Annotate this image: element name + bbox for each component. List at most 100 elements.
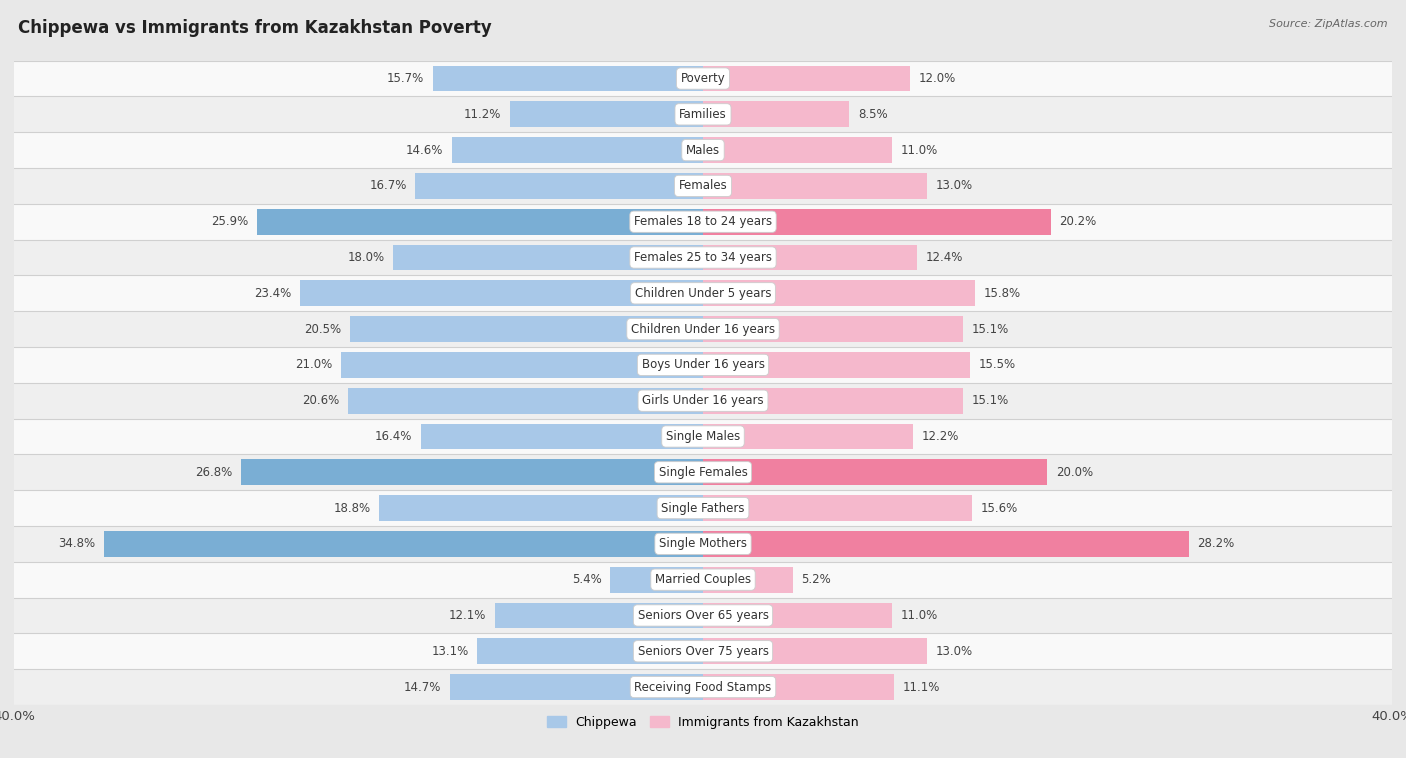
Text: 20.2%: 20.2% bbox=[1060, 215, 1097, 228]
Bar bbox=[703, 674, 894, 700]
Text: Females 18 to 24 years: Females 18 to 24 years bbox=[634, 215, 772, 228]
Text: Children Under 16 years: Children Under 16 years bbox=[631, 323, 775, 336]
Text: 15.5%: 15.5% bbox=[979, 359, 1015, 371]
Bar bbox=[14, 597, 1392, 634]
Bar bbox=[349, 388, 703, 414]
Text: Single Mothers: Single Mothers bbox=[659, 537, 747, 550]
Bar bbox=[703, 245, 917, 271]
Text: Married Couples: Married Couples bbox=[655, 573, 751, 586]
Bar bbox=[703, 603, 893, 628]
Bar bbox=[703, 459, 1047, 485]
Bar bbox=[703, 388, 963, 414]
Text: 8.5%: 8.5% bbox=[858, 108, 887, 121]
Text: Single Females: Single Females bbox=[658, 465, 748, 479]
Text: 28.2%: 28.2% bbox=[1198, 537, 1234, 550]
Text: 15.8%: 15.8% bbox=[984, 287, 1021, 300]
Bar bbox=[420, 424, 703, 449]
Text: Children Under 5 years: Children Under 5 years bbox=[634, 287, 772, 300]
Bar bbox=[14, 526, 1392, 562]
Text: Girls Under 16 years: Girls Under 16 years bbox=[643, 394, 763, 407]
Text: Males: Males bbox=[686, 143, 720, 157]
Text: 20.6%: 20.6% bbox=[302, 394, 340, 407]
Text: 23.4%: 23.4% bbox=[254, 287, 291, 300]
Bar bbox=[242, 459, 703, 485]
Text: Families: Families bbox=[679, 108, 727, 121]
Text: Seniors Over 65 years: Seniors Over 65 years bbox=[637, 609, 769, 622]
Bar bbox=[14, 454, 1392, 490]
Text: Receiving Food Stamps: Receiving Food Stamps bbox=[634, 681, 772, 694]
Text: Single Males: Single Males bbox=[666, 430, 740, 443]
Bar bbox=[703, 102, 849, 127]
Bar bbox=[510, 102, 703, 127]
Bar bbox=[703, 208, 1050, 235]
Text: 11.0%: 11.0% bbox=[901, 143, 938, 157]
Bar bbox=[14, 132, 1392, 168]
Text: 13.0%: 13.0% bbox=[935, 180, 973, 193]
Bar bbox=[451, 137, 703, 163]
Text: 14.6%: 14.6% bbox=[405, 143, 443, 157]
Bar bbox=[703, 638, 927, 664]
Text: Females 25 to 34 years: Females 25 to 34 years bbox=[634, 251, 772, 264]
Bar bbox=[703, 495, 972, 521]
Bar bbox=[703, 66, 910, 92]
Text: 12.4%: 12.4% bbox=[925, 251, 963, 264]
Bar bbox=[433, 66, 703, 92]
Bar bbox=[14, 204, 1392, 240]
Text: 16.7%: 16.7% bbox=[370, 180, 406, 193]
Text: 12.1%: 12.1% bbox=[449, 609, 486, 622]
Text: 13.1%: 13.1% bbox=[432, 645, 468, 658]
Bar bbox=[14, 418, 1392, 454]
Bar bbox=[14, 669, 1392, 705]
Bar bbox=[14, 96, 1392, 132]
Bar bbox=[257, 208, 703, 235]
Text: 12.2%: 12.2% bbox=[922, 430, 959, 443]
Bar bbox=[392, 245, 703, 271]
Bar bbox=[610, 567, 703, 593]
Bar bbox=[703, 531, 1188, 556]
Text: 11.0%: 11.0% bbox=[901, 609, 938, 622]
Text: Chippewa vs Immigrants from Kazakhstan Poverty: Chippewa vs Immigrants from Kazakhstan P… bbox=[18, 19, 492, 37]
Bar bbox=[478, 638, 703, 664]
Bar bbox=[380, 495, 703, 521]
Bar bbox=[450, 674, 703, 700]
Text: 11.1%: 11.1% bbox=[903, 681, 941, 694]
Text: 11.2%: 11.2% bbox=[464, 108, 502, 121]
Text: Poverty: Poverty bbox=[681, 72, 725, 85]
Text: 26.8%: 26.8% bbox=[195, 465, 233, 479]
Text: Source: ZipAtlas.com: Source: ZipAtlas.com bbox=[1270, 19, 1388, 29]
Bar bbox=[14, 240, 1392, 275]
Bar bbox=[14, 383, 1392, 418]
Text: 15.6%: 15.6% bbox=[980, 502, 1018, 515]
Bar bbox=[14, 490, 1392, 526]
Bar bbox=[14, 347, 1392, 383]
Bar bbox=[342, 352, 703, 377]
Text: 5.2%: 5.2% bbox=[801, 573, 831, 586]
Text: 5.4%: 5.4% bbox=[572, 573, 602, 586]
Bar bbox=[14, 61, 1392, 96]
Bar bbox=[703, 137, 893, 163]
Text: Single Fathers: Single Fathers bbox=[661, 502, 745, 515]
Text: 13.0%: 13.0% bbox=[935, 645, 973, 658]
Bar bbox=[415, 173, 703, 199]
Text: 34.8%: 34.8% bbox=[58, 537, 96, 550]
Text: 16.4%: 16.4% bbox=[374, 430, 412, 443]
Text: Females: Females bbox=[679, 180, 727, 193]
Text: 25.9%: 25.9% bbox=[211, 215, 249, 228]
Bar bbox=[703, 424, 912, 449]
Bar bbox=[14, 312, 1392, 347]
Bar bbox=[703, 316, 963, 342]
Bar bbox=[14, 562, 1392, 597]
Text: 20.5%: 20.5% bbox=[304, 323, 342, 336]
Text: 18.8%: 18.8% bbox=[333, 502, 371, 515]
Legend: Chippewa, Immigrants from Kazakhstan: Chippewa, Immigrants from Kazakhstan bbox=[541, 711, 865, 735]
Text: 14.7%: 14.7% bbox=[404, 681, 441, 694]
Bar bbox=[703, 173, 927, 199]
Text: 12.0%: 12.0% bbox=[918, 72, 956, 85]
Text: Seniors Over 75 years: Seniors Over 75 years bbox=[637, 645, 769, 658]
Text: 15.1%: 15.1% bbox=[972, 394, 1010, 407]
Text: 21.0%: 21.0% bbox=[295, 359, 333, 371]
Bar bbox=[703, 352, 970, 377]
Bar bbox=[299, 280, 703, 306]
Text: 20.0%: 20.0% bbox=[1056, 465, 1094, 479]
Bar bbox=[495, 603, 703, 628]
